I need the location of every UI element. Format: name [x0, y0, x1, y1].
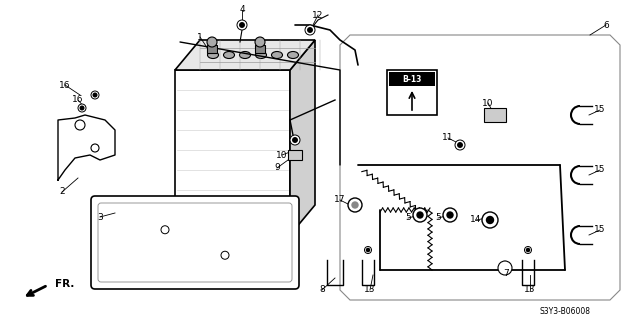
- Circle shape: [406, 99, 410, 103]
- Circle shape: [482, 212, 498, 228]
- Text: 10: 10: [483, 99, 493, 108]
- Text: 2: 2: [59, 188, 65, 197]
- Circle shape: [367, 249, 369, 252]
- Ellipse shape: [223, 51, 234, 58]
- Text: B-13: B-13: [403, 75, 422, 84]
- Circle shape: [527, 249, 529, 252]
- Circle shape: [486, 217, 493, 224]
- Text: 17: 17: [334, 196, 346, 204]
- FancyBboxPatch shape: [91, 196, 299, 289]
- Text: FR.: FR.: [55, 279, 74, 289]
- Circle shape: [240, 23, 244, 27]
- Text: S3Y3-B06008: S3Y3-B06008: [540, 308, 591, 316]
- Text: 4: 4: [239, 5, 245, 14]
- Circle shape: [305, 25, 315, 35]
- Circle shape: [91, 144, 99, 152]
- Circle shape: [255, 37, 265, 47]
- Text: 3: 3: [97, 212, 103, 221]
- Text: 8: 8: [319, 286, 325, 294]
- Text: 13: 13: [524, 286, 536, 294]
- Text: 14: 14: [470, 216, 482, 225]
- Circle shape: [417, 212, 423, 218]
- Text: 13: 13: [364, 286, 376, 294]
- Circle shape: [365, 247, 371, 254]
- Text: 16: 16: [72, 95, 84, 105]
- Circle shape: [161, 226, 169, 234]
- Circle shape: [75, 120, 85, 130]
- Polygon shape: [175, 40, 315, 70]
- Text: 16: 16: [60, 80, 71, 90]
- Circle shape: [443, 208, 457, 222]
- Circle shape: [525, 247, 531, 254]
- Bar: [175, 70, 290, 235]
- Circle shape: [292, 138, 297, 142]
- Ellipse shape: [287, 51, 298, 58]
- Bar: [389, 72, 435, 86]
- Circle shape: [237, 20, 247, 30]
- Circle shape: [290, 135, 300, 145]
- Bar: [484, 108, 506, 122]
- Text: 9: 9: [274, 164, 280, 173]
- Text: 15: 15: [595, 166, 605, 174]
- Circle shape: [93, 93, 97, 97]
- Circle shape: [403, 96, 413, 106]
- Circle shape: [413, 208, 427, 222]
- Text: 5: 5: [405, 213, 411, 222]
- Bar: [392, 90, 424, 112]
- Circle shape: [348, 198, 362, 212]
- Circle shape: [91, 91, 99, 99]
- Circle shape: [78, 104, 86, 112]
- Polygon shape: [58, 115, 115, 180]
- Bar: [288, 150, 302, 160]
- Text: 15: 15: [595, 106, 605, 115]
- Text: 7: 7: [503, 270, 509, 278]
- Circle shape: [221, 251, 229, 259]
- Circle shape: [80, 106, 84, 110]
- Circle shape: [308, 28, 312, 32]
- FancyBboxPatch shape: [98, 203, 292, 282]
- Bar: [207, 45, 217, 53]
- Bar: [387, 70, 437, 115]
- Circle shape: [455, 140, 465, 150]
- Ellipse shape: [207, 51, 218, 58]
- Text: 5: 5: [435, 213, 441, 222]
- Ellipse shape: [239, 51, 250, 58]
- Text: 15: 15: [595, 226, 605, 234]
- Circle shape: [498, 261, 512, 275]
- Text: 1: 1: [197, 33, 203, 41]
- Ellipse shape: [255, 51, 266, 58]
- Text: 12: 12: [312, 11, 324, 19]
- Text: 11: 11: [442, 133, 454, 143]
- Bar: [255, 45, 265, 53]
- Circle shape: [207, 37, 217, 47]
- Circle shape: [447, 212, 453, 218]
- Ellipse shape: [271, 51, 282, 58]
- Circle shape: [458, 143, 462, 147]
- Circle shape: [352, 202, 358, 208]
- Text: 6: 6: [603, 20, 609, 29]
- Text: 10: 10: [276, 151, 288, 160]
- Polygon shape: [290, 40, 315, 235]
